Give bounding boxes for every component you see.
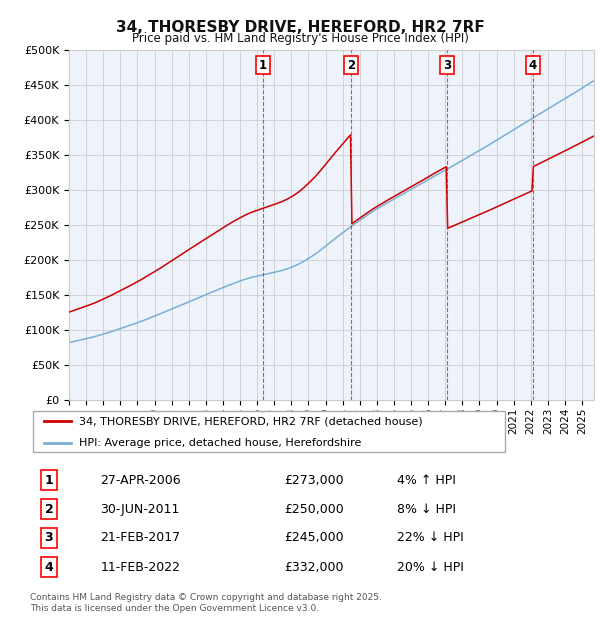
Text: 27-APR-2006: 27-APR-2006 <box>100 474 181 487</box>
Text: 20% ↓ HPI: 20% ↓ HPI <box>397 560 464 574</box>
Text: 34, THORESBY DRIVE, HEREFORD, HR2 7RF: 34, THORESBY DRIVE, HEREFORD, HR2 7RF <box>116 20 484 35</box>
Text: 21-FEB-2017: 21-FEB-2017 <box>100 531 181 544</box>
Text: 8% ↓ HPI: 8% ↓ HPI <box>397 503 456 516</box>
Text: 22% ↓ HPI: 22% ↓ HPI <box>397 531 464 544</box>
Text: 11-FEB-2022: 11-FEB-2022 <box>100 560 180 574</box>
Text: 3: 3 <box>443 58 452 71</box>
Text: 4% ↑ HPI: 4% ↑ HPI <box>397 474 456 487</box>
Text: 1: 1 <box>259 58 266 71</box>
Text: 3: 3 <box>44 531 53 544</box>
Text: 4: 4 <box>44 560 53 574</box>
Text: 2: 2 <box>347 58 355 71</box>
Text: 1: 1 <box>44 474 53 487</box>
Text: £332,000: £332,000 <box>284 560 343 574</box>
Text: Price paid vs. HM Land Registry's House Price Index (HPI): Price paid vs. HM Land Registry's House … <box>131 32 469 45</box>
Text: 4: 4 <box>529 58 537 71</box>
Text: £273,000: £273,000 <box>284 474 343 487</box>
Text: 34, THORESBY DRIVE, HEREFORD, HR2 7RF (detached house): 34, THORESBY DRIVE, HEREFORD, HR2 7RF (d… <box>79 416 422 427</box>
Text: HPI: Average price, detached house, Herefordshire: HPI: Average price, detached house, Here… <box>79 438 361 448</box>
Text: Contains HM Land Registry data © Crown copyright and database right 2025.
This d: Contains HM Land Registry data © Crown c… <box>30 593 382 613</box>
Text: £250,000: £250,000 <box>284 503 344 516</box>
Text: 2: 2 <box>44 503 53 516</box>
FancyBboxPatch shape <box>33 411 505 452</box>
Text: £245,000: £245,000 <box>284 531 343 544</box>
Text: 30-JUN-2011: 30-JUN-2011 <box>100 503 179 516</box>
